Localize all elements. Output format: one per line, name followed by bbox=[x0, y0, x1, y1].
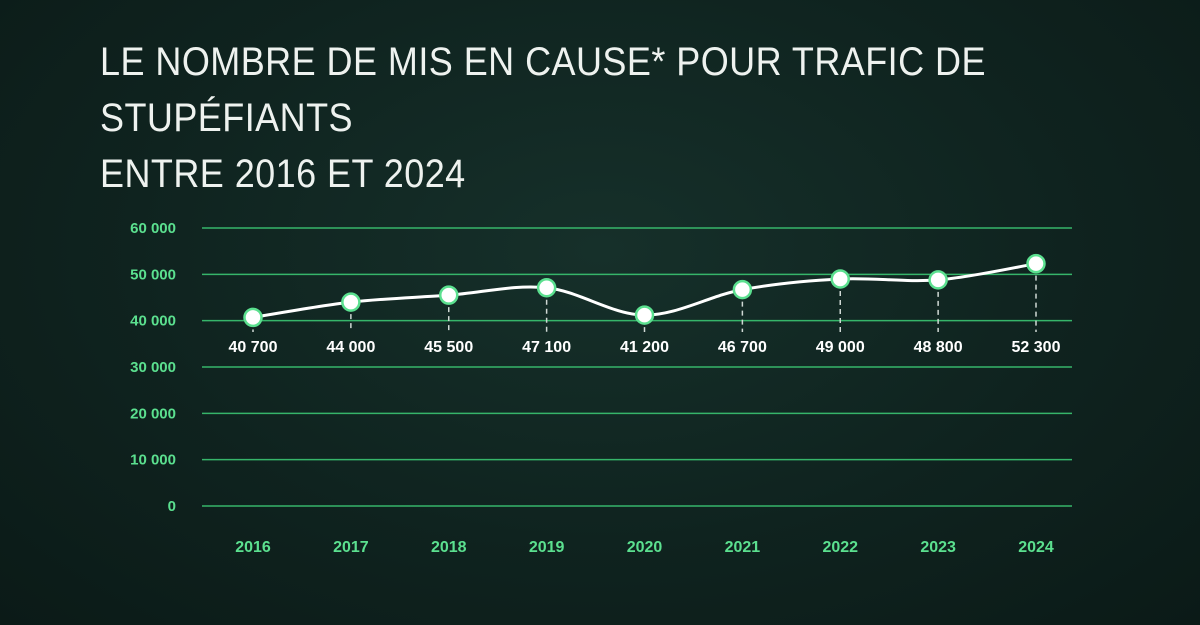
x-tick-label-2016: 2016 bbox=[235, 539, 271, 556]
data-point-2017 bbox=[341, 292, 361, 312]
x-tick-label-2024: 2024 bbox=[1018, 539, 1054, 556]
y-tick-label: 40 000 bbox=[130, 313, 176, 330]
data-point-2016 bbox=[243, 307, 263, 328]
x-tick-label-2018: 2018 bbox=[431, 539, 467, 556]
x-tick-label-2021: 2021 bbox=[725, 539, 761, 556]
data-points bbox=[243, 253, 1046, 332]
y-axis-ticks: 0 10 000 20 000 30 000 40 000 50 000 60 000 bbox=[130, 220, 176, 515]
data-label-2020: 41 200 bbox=[620, 339, 669, 356]
x-tick-label-2020: 2020 bbox=[627, 539, 663, 556]
data-label-2024: 52 300 bbox=[1012, 339, 1061, 356]
y-tick-label: 20 000 bbox=[130, 405, 176, 422]
data-point-2021 bbox=[732, 279, 753, 300]
data-labels: 40 700 44 000 45 500 47 100 41 200 46 700 49 0… bbox=[229, 339, 1061, 356]
data-point-2022 bbox=[830, 269, 850, 289]
grid-lines bbox=[202, 227, 1072, 507]
data-label-2016: 40 700 bbox=[229, 339, 278, 356]
data-point-2018 bbox=[439, 285, 459, 305]
data-label-2022: 49 000 bbox=[816, 339, 865, 356]
y-tick-label: 60 000 bbox=[130, 220, 176, 237]
data-label-2018: 45 500 bbox=[424, 339, 473, 356]
chart-title-line-1: LE NOMBRE DE MIS EN CAUSE* POUR TRAFIC D… bbox=[100, 40, 986, 140]
data-label-2019: 47 100 bbox=[522, 339, 571, 356]
chart-title: LE NOMBRE DE MIS EN CAUSE* POUR TRAFIC D… bbox=[100, 34, 1036, 202]
data-label-2023: 48 800 bbox=[914, 339, 963, 356]
chart-title-line-2: ENTRE 2016 ET 2024 bbox=[100, 152, 466, 196]
y-tick-label: 50 000 bbox=[130, 266, 176, 283]
x-tick-label-2019: 2019 bbox=[529, 539, 565, 556]
y-tick-label: 30 000 bbox=[130, 359, 176, 376]
data-point-2020 bbox=[634, 305, 655, 325]
x-tick-label-2017: 2017 bbox=[333, 539, 369, 556]
data-label-2021: 46 700 bbox=[718, 339, 767, 356]
x-tick-label-2022: 2022 bbox=[822, 539, 858, 556]
data-label-2017: 44 000 bbox=[326, 339, 375, 356]
data-point-2024 bbox=[1026, 253, 1046, 274]
data-point-2019 bbox=[536, 278, 557, 298]
y-tick-label: 0 bbox=[168, 498, 176, 515]
x-tick-label-2023: 2023 bbox=[920, 539, 956, 556]
x-axis-ticks: 2016 2017 2018 2019 2020 2021 2022 2023 2024 bbox=[235, 539, 1054, 556]
y-tick-label: 10 000 bbox=[130, 452, 176, 469]
data-point-2023 bbox=[928, 270, 948, 290]
